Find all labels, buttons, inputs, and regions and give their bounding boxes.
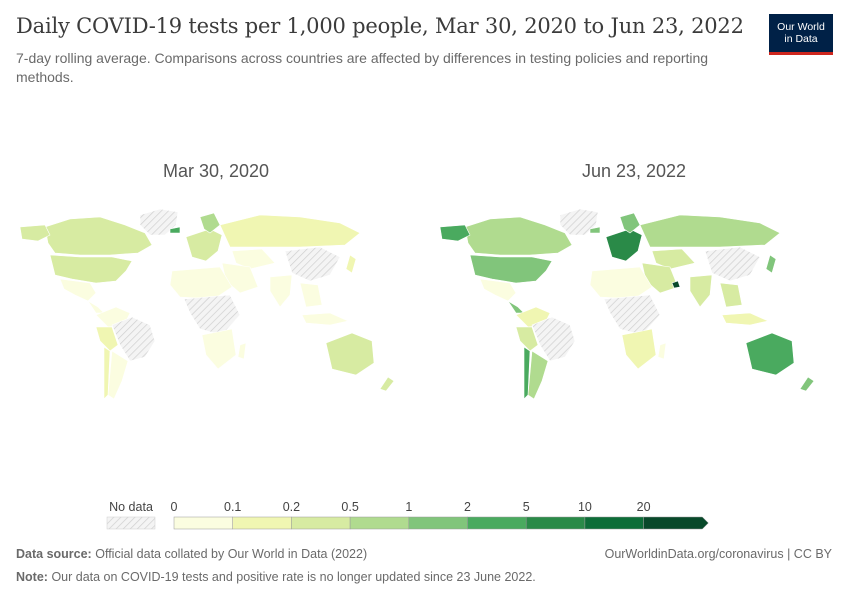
legend-tick-label: 5 [523,500,530,514]
legend-bin-swatch [232,516,292,530]
southeast-asia[interactable] [299,282,323,308]
legend-no-data-label: No data [109,500,153,514]
data-source: Data source: Official data collated by O… [16,547,367,561]
legend-bin-swatch [584,516,644,530]
legend-tick-label: 0.2 [283,500,300,514]
madagascar[interactable] [657,342,667,360]
australia[interactable] [745,332,795,376]
note-label: Note: [16,570,48,584]
kazakhstan-central-asia[interactable] [651,248,696,270]
scandinavia[interactable] [199,212,221,234]
north-africa[interactable] [169,266,233,300]
legend-tick-label: 20 [637,500,651,514]
brazil[interactable] [111,316,156,362]
world-map-left [19,208,395,400]
australia[interactable] [325,332,375,376]
new-zealand[interactable] [799,376,815,392]
north-africa[interactable] [589,266,653,300]
peru[interactable] [515,326,539,352]
europe[interactable] [185,228,223,262]
source-text: Official data collated by Our World in D… [95,547,368,561]
legend-tick-label: 0.1 [224,500,241,514]
legend-bin-swatch [408,516,468,530]
canada[interactable] [464,216,573,256]
china[interactable] [284,246,341,282]
legend-ticks: 0 0.1 0.2 0.5 1 2 5 10 20 [171,500,651,514]
legend-bin-swatch [291,516,351,530]
russia[interactable] [219,214,361,248]
owid-logo[interactable]: Our World in Data [769,14,833,55]
note: Note: Our data on COVID-19 tests and pos… [16,570,536,584]
usa[interactable] [469,254,553,284]
central-america[interactable] [87,300,105,314]
legend-bin-swatch [467,516,527,530]
indonesia[interactable] [301,312,349,326]
chart-title: Daily COVID-19 tests per 1,000 people, M… [16,14,744,38]
map-date-label-right: Jun 23, 2022 [581,161,687,181]
iceland[interactable] [169,226,181,234]
note-text: Our data on COVID-19 tests and positive … [51,570,536,584]
legend-no-data-swatch [106,516,156,530]
legend-bin-swatch [525,516,586,530]
peru[interactable] [95,326,119,352]
chart-subtitle: 7-day rolling average. Comparisons acros… [16,50,709,85]
central-america[interactable] [507,300,525,314]
legend-tick-label: 10 [578,500,592,514]
argentina[interactable] [107,350,129,400]
new-zealand[interactable] [379,376,395,392]
southeast-asia[interactable] [719,282,743,308]
scandinavia[interactable] [619,212,641,234]
china[interactable] [704,246,761,282]
logo-line-1: Our World [777,21,825,33]
map-date-label-left: Mar 30, 2020 [162,161,270,181]
europe[interactable] [605,228,643,262]
southern-africa[interactable] [201,328,237,370]
source-url[interactable]: OurWorldinData.org/coronavirus | CC BY [604,547,832,561]
india[interactable] [689,274,713,308]
legend-bin-swatch [643,516,709,530]
alaska[interactable] [19,224,51,242]
legend-bin-swatch [349,516,410,530]
legend-bins [173,516,709,530]
alaska[interactable] [439,224,471,242]
japan[interactable] [765,254,777,274]
japan[interactable] [345,254,357,274]
southern-africa[interactable] [621,328,657,370]
legend-tick-label: 2 [464,500,471,514]
legend-tick-label: 0 [171,500,178,514]
source-label: Data source: [16,547,92,561]
brazil[interactable] [531,316,576,362]
usa[interactable] [49,254,133,284]
iceland[interactable] [589,226,601,234]
canada[interactable] [44,216,153,256]
legend-tick-label: 1 [405,500,412,514]
kazakhstan-central-asia[interactable] [231,248,276,270]
russia[interactable] [639,214,781,248]
legend-bin-swatch [173,516,233,530]
world-map-right [439,208,815,400]
legend-tick-label: 0.5 [341,500,358,514]
logo-line-2: in Data [784,33,818,45]
argentina[interactable] [527,350,549,400]
chile[interactable] [103,346,111,400]
world-maps [19,208,815,400]
india[interactable] [269,274,293,308]
uae[interactable] [671,280,681,289]
color-legend: No data 0 0.1 0.2 0.5 1 2 5 10 20 [106,500,709,530]
indonesia[interactable] [721,312,769,326]
chile[interactable] [523,346,531,400]
madagascar[interactable] [237,342,247,360]
